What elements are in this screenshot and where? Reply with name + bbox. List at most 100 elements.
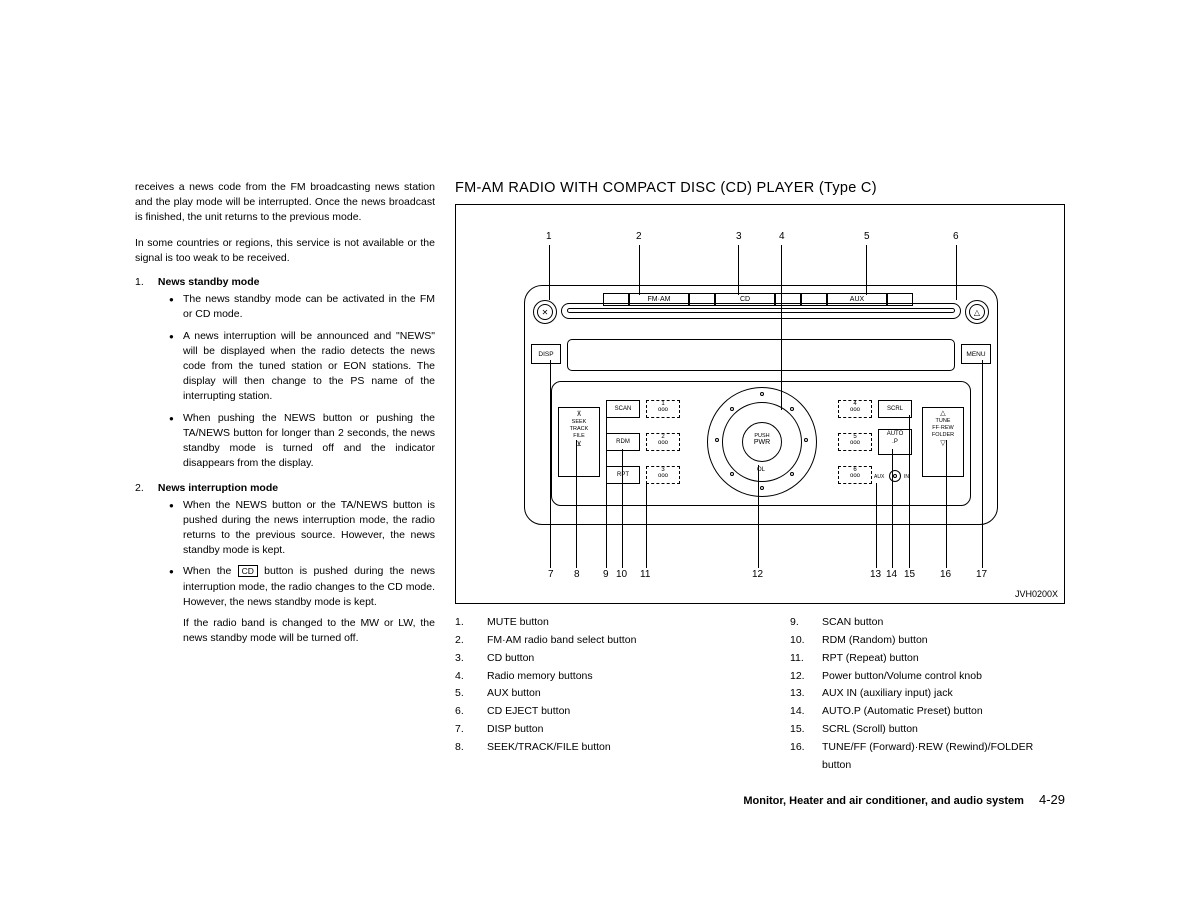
callout-line (946, 440, 947, 568)
top-segment (887, 293, 913, 306)
legend-item: 4.Radio memory buttons (455, 668, 730, 686)
left-text-column: receives a news code from the FM broadca… (135, 180, 435, 775)
mode-list: 1. News standby mode The news standby mo… (135, 276, 435, 646)
cd-slit (567, 308, 955, 313)
intro-paragraph-2: In some countries or regions, this servi… (135, 236, 435, 266)
callout-line (892, 449, 893, 568)
eject-icon: △ (969, 304, 985, 320)
aux-label-l: AUX (874, 474, 884, 480)
callout-4: 4 (779, 231, 785, 242)
top-segment (801, 293, 827, 306)
legend-item: 8.SEEK/TRACK/FILE button (455, 739, 730, 757)
aux-button: AUX (827, 293, 887, 306)
top-segment (689, 293, 715, 306)
right-column: FM-AM RADIO WITH COMPACT DISC (CD) PLAYE… (455, 180, 1065, 775)
mute-button: ✕ (533, 300, 557, 324)
news-interruption-item: 2. News interruption mode When the NEWS … (135, 482, 435, 647)
display-window (567, 339, 955, 371)
cd-button-label: CD (238, 565, 258, 577)
aux-in-jack (889, 470, 901, 482)
legend-item: 14.AUTO.P (Automatic Preset) button (790, 703, 1065, 721)
callout-17: 17 (976, 569, 987, 580)
callout-16: 16 (940, 569, 951, 580)
callout-1: 1 (546, 231, 552, 242)
callout-line (550, 360, 551, 568)
callout-7: 7 (548, 569, 554, 580)
interruption-bullets: When the NEWS button or the TA/NEWS butt… (135, 498, 435, 611)
callout-line (646, 483, 647, 568)
callout-10: 10 (616, 569, 627, 580)
page-number: 4-29 (1039, 792, 1065, 807)
section-heading: FM-AM RADIO WITH COMPACT DISC (CD) PLAYE… (455, 180, 1065, 196)
preset-4: 4ooo (838, 400, 872, 418)
legend-item: 5.AUX button (455, 685, 730, 703)
callout-line (758, 465, 759, 568)
menu-button: MENU (961, 344, 991, 364)
legend: 1.MUTE button 2.FM·AM radio band select … (455, 614, 1065, 775)
callout-line (606, 415, 607, 568)
intro-paragraph-1: receives a news code from the FM broadca… (135, 180, 435, 226)
legend-item: 1.MUTE button (455, 614, 730, 632)
news-standby-item: 1. News standby mode The news standby mo… (135, 276, 435, 471)
page-footer: Monitor, Heater and air conditioner, and… (743, 792, 1065, 807)
preset-2: 2ooo (646, 433, 680, 451)
top-segment (603, 293, 629, 306)
cd-button: CD (715, 293, 775, 306)
autop-button: AUTO .P (878, 429, 912, 455)
callout-line (982, 360, 983, 568)
callout-2: 2 (636, 231, 642, 242)
fmam-button: FM·AM (629, 293, 689, 306)
lower-panel: ⊼ SEEK TRACK FILE ⊻ SCAN RDM RPT 1ooo 2o… (551, 381, 971, 506)
legend-item: 13.AUX IN (auxiliary input) jack (790, 685, 1065, 703)
callout-6: 6 (953, 231, 959, 242)
standby-bullets: The news standby mode can be activated i… (135, 292, 435, 471)
rpt-button: RPT (606, 466, 640, 484)
bullet-text-a: When the (183, 565, 238, 577)
legend-col-right: 9.SCAN button 10.RDM (Random) button 11.… (790, 614, 1065, 775)
preset-1: 1ooo (646, 400, 680, 418)
item-title: News standby mode (158, 276, 260, 288)
rdm-button: RDM (606, 433, 640, 451)
item-title: News interruption mode (158, 482, 278, 494)
bullet: When the NEWS button or the TA/NEWS butt… (169, 498, 435, 559)
callout-12: 12 (752, 569, 763, 580)
legend-item: 10.RDM (Random) button (790, 632, 1065, 650)
callout-line (876, 483, 877, 568)
footer-section: Monitor, Heater and air conditioner, and… (743, 795, 1024, 807)
legend-item: 12.Power button/Volume control knob (790, 668, 1065, 686)
callout-8: 8 (574, 569, 580, 580)
preset-5: 5ooo (838, 433, 872, 451)
legend-col-left: 1.MUTE button 2.FM·AM radio band select … (455, 614, 730, 775)
scrl-button: SCRL (878, 400, 912, 418)
seek-button: ⊼ SEEK TRACK FILE ⊻ (558, 407, 600, 477)
bullet: When pushing the NEWS button or pushing … (169, 411, 435, 472)
callout-5: 5 (864, 231, 870, 242)
callout-13: 13 (870, 569, 881, 580)
manual-page: receives a news code from the FM broadca… (135, 180, 1065, 775)
bullet: When the CD button is pushed during the … (169, 564, 435, 610)
radio-diagram: 1 2 3 4 5 6 ✕ △ (455, 204, 1065, 604)
jack-inner (893, 474, 897, 478)
item-number: 2. (135, 482, 155, 494)
scan-button: SCAN (606, 400, 640, 418)
bullet: The news standby mode can be activated i… (169, 292, 435, 322)
callout-line (622, 449, 623, 568)
legend-item: 9.SCAN button (790, 614, 1065, 632)
top-segment (775, 293, 801, 306)
callout-9: 9 (603, 569, 609, 580)
radio-face: ✕ △ FM·AM CD AUX DISP M (524, 285, 998, 525)
follow-paragraph: If the radio band is changed to the MW o… (135, 616, 435, 646)
callout-14: 14 (886, 569, 897, 580)
legend-item: 15.SCRL (Scroll) button (790, 721, 1065, 739)
mute-icon: ✕ (537, 304, 553, 320)
callout-3: 3 (736, 231, 742, 242)
legend-item: 3.CD button (455, 650, 730, 668)
eject-button: △ (965, 300, 989, 324)
preset-6: 6ooo (838, 466, 872, 484)
callout-11: 11 (640, 569, 650, 580)
pwr-label: PWR (743, 439, 781, 446)
tune-button: △ TUNE FF·REW FOLDER ▽ (922, 407, 964, 477)
callout-line (576, 440, 577, 568)
callout-15: 15 (904, 569, 915, 580)
bullet: A news interruption will be announced an… (169, 329, 435, 405)
